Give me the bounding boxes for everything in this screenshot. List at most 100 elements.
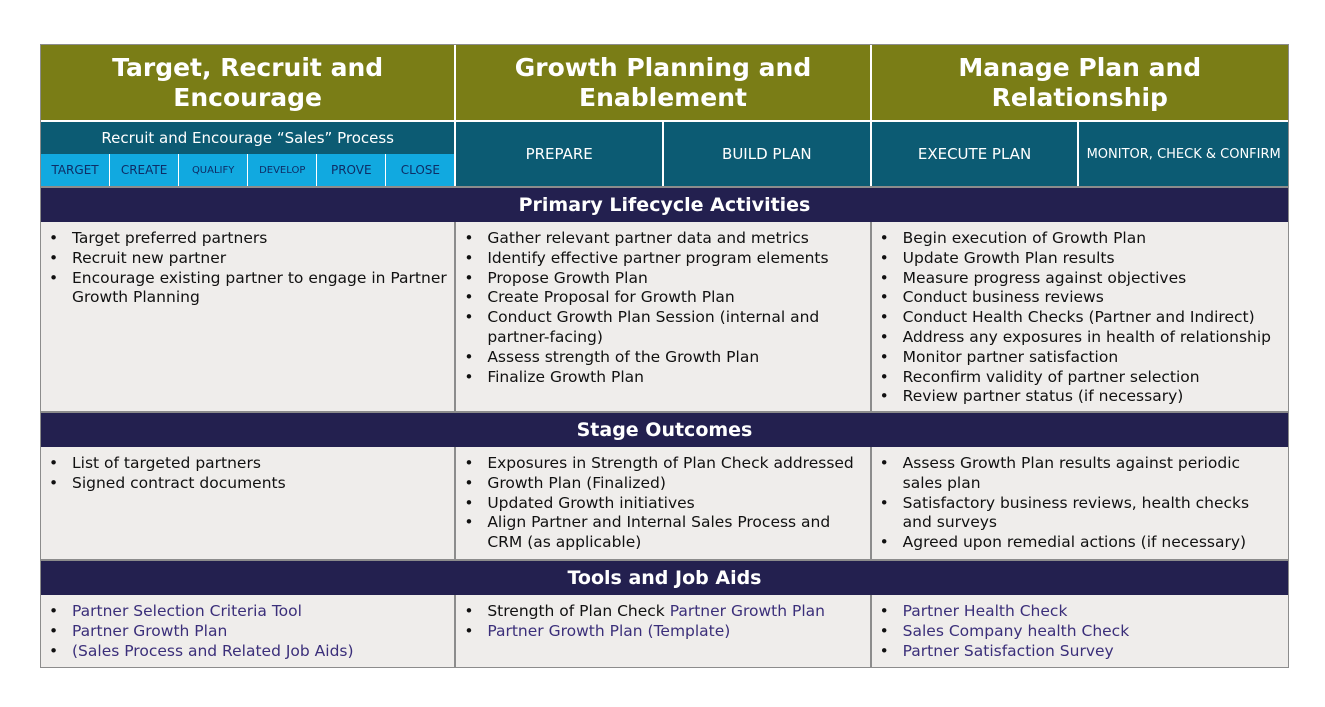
bullet-icon: •: [49, 248, 59, 267]
section-stage-outcomes: Stage Outcomes: [41, 411, 1288, 447]
bullet-icon: •: [879, 367, 889, 386]
bullet-icon: •: [879, 602, 889, 620]
bullet-icon: •: [464, 347, 474, 366]
bullet-icon: •: [879, 533, 889, 552]
tools-list-2: • Strength of Plan Check Partner Growth P…: [464, 602, 863, 642]
tools-row: • Partner Selection Criteria Tool • Partner…: [41, 595, 1288, 667]
tool-link-partner-growth-plan[interactable]: Partner Growth Plan: [669, 602, 825, 620]
tools-col-2: • Strength of Plan Check Partner Growth P…: [456, 595, 872, 667]
list-item-text: Growth Plan (Finalized): [487, 473, 666, 492]
header-growth-planning: Growth Planning and Enablement: [456, 45, 872, 120]
list-item: • Propose Growth Plan: [464, 269, 863, 289]
list-item: • Align Partner and Internal Sales Proces…: [464, 513, 863, 553]
tool-link-item[interactable]: • Partner Growth Plan: [49, 622, 448, 642]
tool-link-item[interactable]: • Partner Satisfaction Survey: [880, 642, 1282, 662]
bullet-icon: •: [879, 347, 889, 366]
outcomes-list-3: • Assess Growth Plan results against peri…: [880, 454, 1282, 553]
list-item-text: Gather relevant partner data and metrics: [487, 229, 809, 247]
step-qualify: QUALIFY: [179, 154, 249, 186]
list-item: • Identify effective partner program elem…: [464, 249, 863, 269]
bullet-icon: •: [879, 641, 889, 660]
list-item: • Assess Growth Plan results against peri…: [880, 454, 1282, 494]
tools-list-1: • Partner Selection Criteria Tool • Partner…: [49, 602, 448, 661]
list-item: • Review partner status (if necessary): [880, 387, 1282, 407]
list-item-text: Exposures in Strength of Plan Check addr…: [487, 454, 854, 472]
bullet-icon: •: [879, 308, 889, 327]
tool-link-text[interactable]: Partner Growth Plan (Template): [487, 621, 731, 640]
list-item-text: Update Growth Plan results: [902, 248, 1115, 267]
list-item: • Conduct Growth Plan Session (internal a…: [464, 308, 863, 348]
list-item-text: Conduct Health Checks (Partner and Indir…: [902, 308, 1255, 327]
phase-row: Recruit and Encourage “Sales” Process TA…: [41, 122, 1288, 186]
list-item: • Satisfactory business reviews, health c…: [880, 494, 1282, 534]
bullet-icon: •: [464, 473, 474, 492]
bullet-icon: •: [464, 493, 474, 512]
lifecycle-table: Target, Recruit and Encourage Growth Pla…: [40, 44, 1289, 668]
tool-link-text[interactable]: (Sales Process and Related Job Aids): [72, 641, 354, 660]
tool-link-item[interactable]: • (Sales Process and Related Job Aids): [49, 642, 448, 662]
header-row: Target, Recruit and Encourage Growth Pla…: [41, 45, 1288, 120]
phase-build-plan: BUILD PLAN: [664, 122, 872, 186]
list-item-text: Conduct business reviews: [902, 288, 1104, 307]
primary-col-3: • Begin execution of Growth Plan • Update G…: [872, 222, 1288, 411]
bullet-icon: •: [49, 621, 59, 640]
tool-link-text[interactable]: Partner Selection Criteria Tool: [72, 602, 302, 620]
list-item-text: Identify effective partner program eleme…: [487, 248, 829, 267]
bullet-icon: •: [464, 248, 474, 267]
outcomes-list-1: • List of targeted partners • Signed contra…: [49, 454, 448, 494]
list-item-text: Reconfirm validity of partner selection: [902, 367, 1200, 386]
header-manage-plan: Manage Plan and Relationship: [871, 45, 1288, 120]
list-item: • Address any exposures in health of rela…: [880, 328, 1282, 348]
tool-link-text[interactable]: Partner Growth Plan: [72, 621, 228, 640]
list-item: • Recruit new partner: [49, 249, 448, 269]
outcomes-col-1: • List of targeted partners • Signed contra…: [41, 447, 457, 559]
list-item: • Finalize Growth Plan: [464, 368, 863, 388]
bullet-icon: •: [49, 229, 59, 247]
bullet-icon: •: [879, 248, 889, 267]
list-item: • Conduct business reviews: [880, 288, 1282, 308]
bullet-icon: •: [464, 308, 474, 327]
list-item: • Signed contract documents: [49, 474, 448, 494]
bullet-icon: •: [464, 602, 474, 620]
tool-link-text[interactable]: Partner Health Check: [902, 602, 1068, 620]
list-item: • Update Growth Plan results: [880, 249, 1282, 269]
section-primary-activities: Primary Lifecycle Activities: [41, 186, 1288, 222]
tool-link-item[interactable]: • Partner Selection Criteria Tool: [49, 602, 448, 622]
list-item-text: List of targeted partners: [72, 454, 261, 472]
list-item: • Agreed upon remedial actions (if necess…: [880, 533, 1282, 553]
bullet-icon: •: [879, 327, 889, 346]
divider: [41, 120, 1288, 122]
sales-steps: TARGET CREATE QUALIFY DEVELOP PROVE CLOS…: [41, 154, 455, 186]
tool-link-text[interactable]: Sales Company health Check: [902, 621, 1130, 640]
list-item-text: Satisfactory business reviews, health ch…: [902, 493, 1250, 532]
tool-link-item[interactable]: • Sales Company health Check: [880, 622, 1282, 642]
tools-list-3: • Partner Health Check • Sales Company heal…: [880, 602, 1282, 661]
tool-link-growth-plan-template[interactable]: • Partner Growth Plan (Template): [464, 622, 863, 642]
outcomes-list-2: • Exposures in Strength of Plan Check add…: [464, 454, 863, 553]
tool-text: Strength of Plan Check: [487, 602, 670, 620]
section-tools-job-aids: Tools and Job Aids: [41, 559, 1288, 595]
primary-activities-row: • Target preferred partners • Recruit new p…: [41, 222, 1288, 411]
bullet-icon: •: [879, 387, 889, 406]
list-item: • Reconfirm validity of partner selection: [880, 368, 1282, 388]
header-target-recruit: Target, Recruit and Encourage: [41, 45, 457, 120]
bullet-icon: •: [49, 268, 59, 287]
list-item-text: Monitor partner satisfaction: [902, 347, 1119, 366]
bullet-icon: •: [464, 454, 474, 472]
list-item: • Gather relevant partner data and metric…: [464, 229, 863, 249]
bullet-icon: •: [49, 454, 59, 472]
stage-outcomes-row: • List of targeted partners • Signed contra…: [41, 447, 1288, 559]
primary-col-2: • Gather relevant partner data and metric…: [456, 222, 872, 411]
tool-link-text[interactable]: Partner Satisfaction Survey: [902, 641, 1114, 660]
tool-item[interactable]: • Strength of Plan Check Partner Growth P…: [464, 602, 863, 622]
list-item-text: Recruit new partner: [72, 248, 227, 267]
bullet-icon: •: [879, 621, 889, 640]
list-item: • Target preferred partners: [49, 229, 448, 249]
bullet-icon: •: [49, 602, 59, 620]
bullet-icon: •: [879, 229, 889, 247]
tool-link-item[interactable]: • Partner Health Check: [880, 602, 1282, 622]
list-item-text: Begin execution of Growth Plan: [902, 229, 1147, 247]
list-item-text: Create Proposal for Growth Plan: [487, 288, 735, 307]
outcomes-col-2: • Exposures in Strength of Plan Check add…: [456, 447, 872, 559]
step-create: CREATE: [110, 154, 180, 186]
